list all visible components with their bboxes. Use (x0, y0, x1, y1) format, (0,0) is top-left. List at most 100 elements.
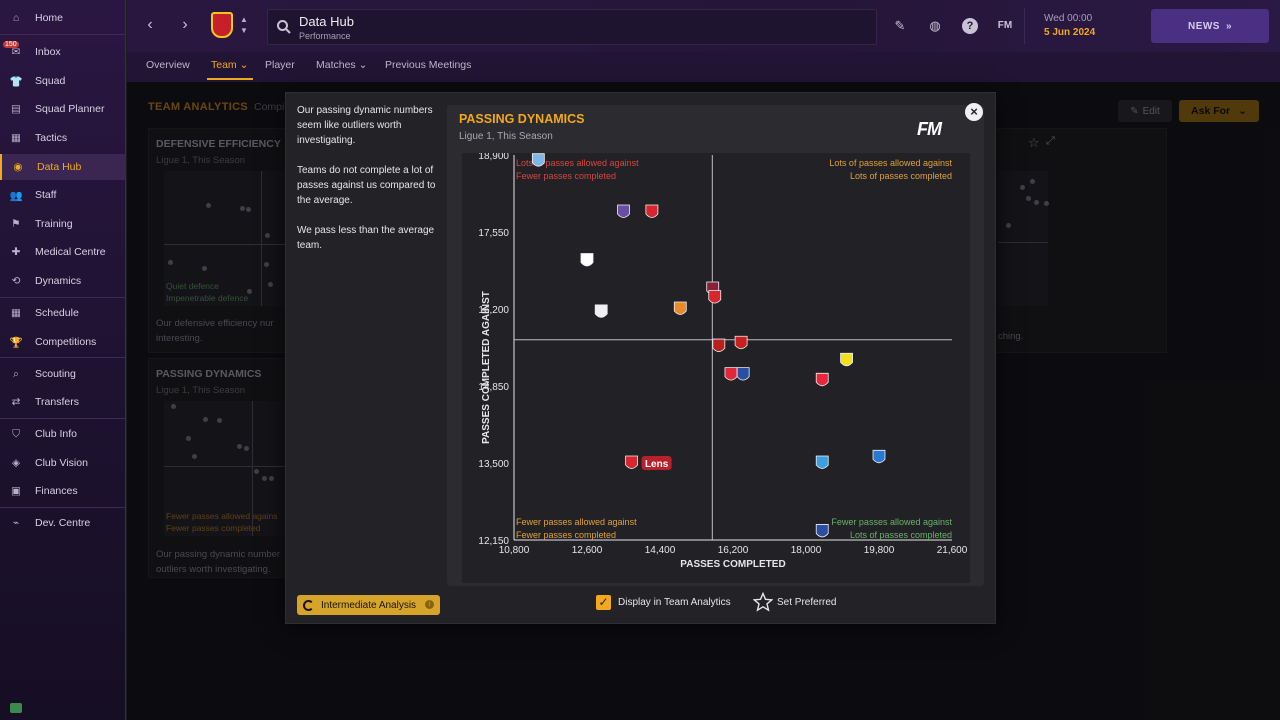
sidebar-item-squad[interactable]: 👕 Squad (0, 68, 126, 94)
sidebar-item-label: Competitions (35, 336, 97, 348)
data-point (1044, 201, 1049, 206)
team-point-lens[interactable] (625, 455, 639, 469)
sidebar-item-home[interactable]: ⌂ Home (0, 5, 126, 31)
quadrant-label: Quiet defence (166, 281, 219, 291)
sidebar-item-data-hub[interactable]: ◉ Data Hub (0, 154, 126, 180)
tab-team[interactable]: Team ⌄ (211, 59, 248, 71)
sidebar-item-medical-centre[interactable]: ✚ Medical Centre (0, 239, 126, 265)
team-point-clermont[interactable] (580, 253, 594, 267)
tactics-icon: ▦ (11, 132, 21, 144)
fm-menu-icon[interactable]: FM (997, 20, 1013, 31)
team-point-nice[interactable] (712, 338, 726, 352)
team-crest-icon (872, 449, 886, 464)
team-crest-icon (625, 455, 639, 469)
tab-matches[interactable]: Matches ⌄ (316, 59, 367, 71)
average-line (998, 242, 1048, 243)
sidebar-item-competitions[interactable]: 🏆 Competitions (0, 329, 126, 355)
x-tick-label: 21,600 (937, 545, 968, 556)
tab-player[interactable]: Player (265, 59, 295, 71)
team-point-rennes[interactable] (734, 335, 748, 350)
sidebar-item-label: Schedule (35, 307, 79, 319)
help-icon[interactable]: ? (962, 18, 978, 34)
close-button[interactable]: × (965, 103, 983, 121)
inbox-icon: ✉ (11, 46, 21, 58)
section-title: TEAM ANALYTICS (148, 101, 248, 113)
team-point-montpellier[interactable] (594, 304, 608, 318)
sidebar-item-finances[interactable]: ▣ Finances (0, 478, 126, 504)
sidebar-item-dynamics[interactable]: ⟲ Dynamics (0, 268, 126, 294)
team-point-toulouse[interactable] (617, 204, 630, 218)
quadrant-label-bottom-right: Lots of passes completed (850, 530, 952, 540)
team-point-lyon[interactable] (736, 367, 750, 381)
team-point-monaco[interactable] (724, 367, 738, 381)
globe-icon[interactable]: ◍ (929, 18, 941, 33)
chevron-right-icon: » (1225, 20, 1233, 32)
set-preferred-label[interactable]: Set Preferred (777, 597, 837, 608)
news-button[interactable]: NEWS » (1151, 9, 1269, 43)
team-point-nantes[interactable] (840, 352, 853, 367)
sidebar-item-dev-centre[interactable]: ⌁ Dev. Centre (0, 510, 126, 536)
x-tick-label: 10,800 (499, 545, 530, 556)
sidebar-item-schedule[interactable]: ▦ Schedule (0, 300, 126, 326)
highlight-label: Lens (645, 459, 669, 470)
page-subtitle: Performance (299, 31, 351, 41)
status-icon[interactable] (10, 703, 22, 713)
team-crest-icon (734, 335, 748, 350)
average-line (261, 171, 262, 306)
date-display[interactable]: Wed 00:00 5 Jun 2024 (1024, 8, 1144, 44)
team-point-strasbourg[interactable] (872, 449, 886, 464)
data-point (265, 233, 270, 238)
data-point (171, 404, 176, 409)
team-point-marseille[interactable] (815, 455, 829, 469)
star-icon[interactable]: ☆ (1028, 135, 1040, 150)
team-crest-icon (724, 367, 738, 381)
team-crest-icon (708, 290, 722, 304)
team-point-reims[interactable] (708, 290, 722, 304)
expand-icon[interactable]: ⤢ (1046, 135, 1055, 147)
sidebar-item-club-vision[interactable]: ◈ Club Vision (0, 450, 126, 476)
sidebar-item-transfers[interactable]: ⇄ Transfers (0, 389, 126, 415)
star-icon[interactable] (753, 592, 773, 612)
team-point-brest[interactable] (645, 204, 659, 218)
sidebar-divider (0, 357, 126, 358)
quadrant-label-top-left: Fewer passes completed (516, 171, 616, 181)
back-arrow-icon[interactable]: ‹ (147, 16, 153, 33)
passing-dynamics-card[interactable]: PASSING DYNAMICS Ligue 1, This Season Fe… (148, 358, 309, 578)
display-label[interactable]: Display in Team Analytics (618, 597, 731, 608)
sidebar-item-training[interactable]: ⚑ Training (0, 211, 126, 237)
edit-button[interactable]: ✎ Edit (1118, 100, 1172, 122)
sidebar-item-scouting[interactable]: ⌕ Scouting (0, 361, 126, 387)
team-point-lille[interactable] (815, 372, 829, 387)
team-analytics-card[interactable]: ☆ ⤢ ching. (987, 128, 1167, 353)
intermediate-analysis-badge[interactable]: Intermediate Analysis i (297, 595, 440, 615)
team-point-lorient[interactable] (673, 301, 687, 315)
sidebar-item-label: Training (35, 218, 73, 230)
team-crest-icon (736, 367, 750, 381)
info-icon[interactable]: i (425, 600, 434, 609)
sidebar-item-club-info[interactable]: ⛉ Club Info (0, 421, 126, 447)
quadrant-label-top-right: Lots of passes completed (850, 171, 952, 181)
sidebar-divider (0, 418, 126, 419)
ask-for-button[interactable]: Ask For ⌄ (1179, 100, 1259, 122)
sidebar-item-staff[interactable]: 👥 Staff (0, 182, 126, 208)
display-in-team-analytics-checkbox[interactable]: ✓ (596, 595, 611, 610)
club-badge-icon[interactable] (211, 12, 233, 38)
squad-icon: 👕 (9, 75, 23, 88)
sidebar-divider (0, 507, 126, 508)
team-point-le-havre[interactable] (531, 153, 545, 167)
card-subtitle: Ligue 1, This Season (156, 385, 246, 396)
team-crest-icon (617, 204, 630, 218)
club-switch-chevrons-icon[interactable]: ▲ ▼ (240, 15, 248, 35)
search-icon (277, 20, 291, 34)
search-box[interactable]: Data Hub Performance (267, 9, 877, 45)
team-crest-icon (645, 204, 659, 218)
sidebar-item-tactics[interactable]: ▦ Tactics (0, 125, 126, 151)
defensive-efficiency-card[interactable]: DEFENSIVE EFFICIENCY Ligue 1, This Seaso… (148, 128, 309, 353)
forward-arrow-icon[interactable]: › (182, 16, 188, 33)
tab-overview[interactable]: Overview (146, 59, 190, 71)
team-point-psg[interactable] (815, 524, 829, 538)
pencil-icon[interactable]: ✎ (894, 18, 906, 33)
tab-previous-meetings[interactable]: Previous Meetings (385, 59, 472, 71)
sidebar-item-inbox[interactable]: ✉ Inbox (0, 39, 126, 65)
sidebar-item-squad-planner[interactable]: ▤ Squad Planner (0, 96, 126, 122)
